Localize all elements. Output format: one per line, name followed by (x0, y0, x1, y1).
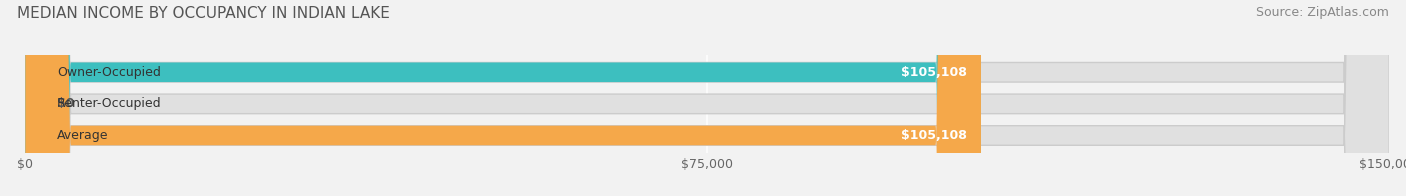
Text: Renter-Occupied: Renter-Occupied (58, 97, 162, 110)
Text: $0: $0 (58, 97, 75, 110)
FancyBboxPatch shape (25, 0, 1389, 196)
FancyBboxPatch shape (25, 0, 981, 196)
Text: Owner-Occupied: Owner-Occupied (58, 66, 162, 79)
Text: MEDIAN INCOME BY OCCUPANCY IN INDIAN LAKE: MEDIAN INCOME BY OCCUPANCY IN INDIAN LAK… (17, 6, 389, 21)
FancyBboxPatch shape (25, 0, 1389, 196)
FancyBboxPatch shape (25, 0, 981, 196)
Text: Source: ZipAtlas.com: Source: ZipAtlas.com (1256, 6, 1389, 19)
FancyBboxPatch shape (25, 0, 1389, 196)
Text: $105,108: $105,108 (901, 129, 967, 142)
Text: $105,108: $105,108 (901, 66, 967, 79)
Text: Average: Average (58, 129, 108, 142)
